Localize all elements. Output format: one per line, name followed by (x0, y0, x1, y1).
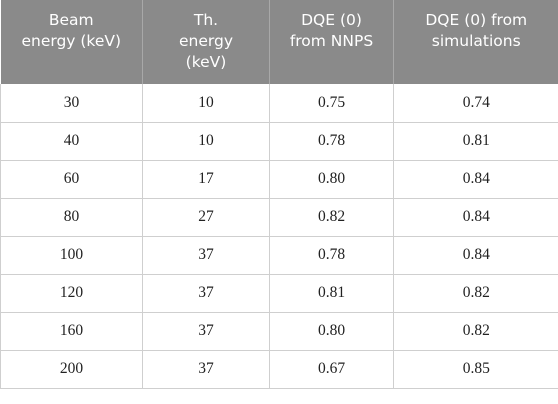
cell-threshold-energy: 10 (142, 84, 270, 123)
header-text-line: DQE (0) from (425, 11, 528, 29)
data-table: Beam energy (keV) Th. energy (keV) DQE (… (0, 0, 558, 389)
cell-dqe-simulations: 0.84 (393, 198, 558, 237)
cell-dqe-nnps: 0.75 (269, 84, 394, 123)
cell-dqe-nnps: 0.78 (269, 122, 394, 161)
header-threshold-energy: Th. energy (keV) (142, 0, 270, 84)
cell-dqe-nnps: 0.82 (269, 198, 394, 237)
table-row: 40 10 0.78 0.81 (0, 122, 558, 161)
header-row: Beam energy (keV) Th. energy (keV) DQE (… (0, 0, 558, 84)
cell-dqe-nnps: 0.80 (269, 312, 394, 351)
header-text-line: energy (178, 32, 233, 50)
cell-dqe-simulations: 0.74 (393, 84, 558, 123)
cell-dqe-simulations: 0.81 (393, 122, 558, 161)
header-text-line: energy (keV) (21, 32, 122, 50)
table-row: 200 37 0.67 0.85 (0, 350, 558, 389)
cell-beam-energy: 60 (0, 160, 143, 199)
header-text-line: Beam (48, 11, 94, 29)
cell-dqe-simulations: 0.82 (393, 274, 558, 313)
header-text-line: simulations (431, 32, 521, 50)
cell-threshold-energy: 10 (142, 122, 270, 161)
table-row: 80 27 0.82 0.84 (0, 198, 558, 237)
cell-dqe-simulations: 0.82 (393, 312, 558, 351)
cell-beam-energy: 200 (0, 350, 143, 389)
cell-dqe-nnps: 0.78 (269, 236, 394, 275)
cell-beam-energy: 160 (0, 312, 143, 351)
cell-beam-energy: 30 (0, 84, 143, 123)
cell-threshold-energy: 37 (142, 274, 270, 313)
table-row: 30 10 0.75 0.74 (0, 84, 558, 123)
cell-dqe-nnps: 0.80 (269, 160, 394, 199)
cell-threshold-energy: 37 (142, 350, 270, 389)
header-dqe-simulations: DQE (0) from simulations (393, 0, 558, 84)
cell-beam-energy: 100 (0, 236, 143, 275)
cell-dqe-simulations: 0.84 (393, 236, 558, 275)
cell-dqe-nnps: 0.81 (269, 274, 394, 313)
header-dqe-nnps: DQE (0) from NNPS (269, 0, 394, 84)
header-text-line: (keV) (185, 53, 227, 71)
header-text-line: from NNPS (289, 32, 374, 50)
header-beam-energy: Beam energy (keV) (0, 0, 143, 84)
header-text-line: DQE (0) (301, 11, 362, 29)
table-row: 100 37 0.78 0.84 (0, 236, 558, 275)
table-row: 160 37 0.80 0.82 (0, 312, 558, 351)
table-row: 120 37 0.81 0.82 (0, 274, 558, 313)
cell-beam-energy: 40 (0, 122, 143, 161)
cell-beam-energy: 120 (0, 274, 143, 313)
cell-dqe-simulations: 0.84 (393, 160, 558, 199)
cell-threshold-energy: 27 (142, 198, 270, 237)
cell-threshold-energy: 37 (142, 312, 270, 351)
cell-dqe-simulations: 0.85 (393, 350, 558, 389)
cell-threshold-energy: 37 (142, 236, 270, 275)
cell-threshold-energy: 17 (142, 160, 270, 199)
cell-dqe-nnps: 0.67 (269, 350, 394, 389)
cell-beam-energy: 80 (0, 198, 143, 237)
header-text-line: Th. (193, 11, 219, 29)
table-row: 60 17 0.80 0.84 (0, 160, 558, 199)
